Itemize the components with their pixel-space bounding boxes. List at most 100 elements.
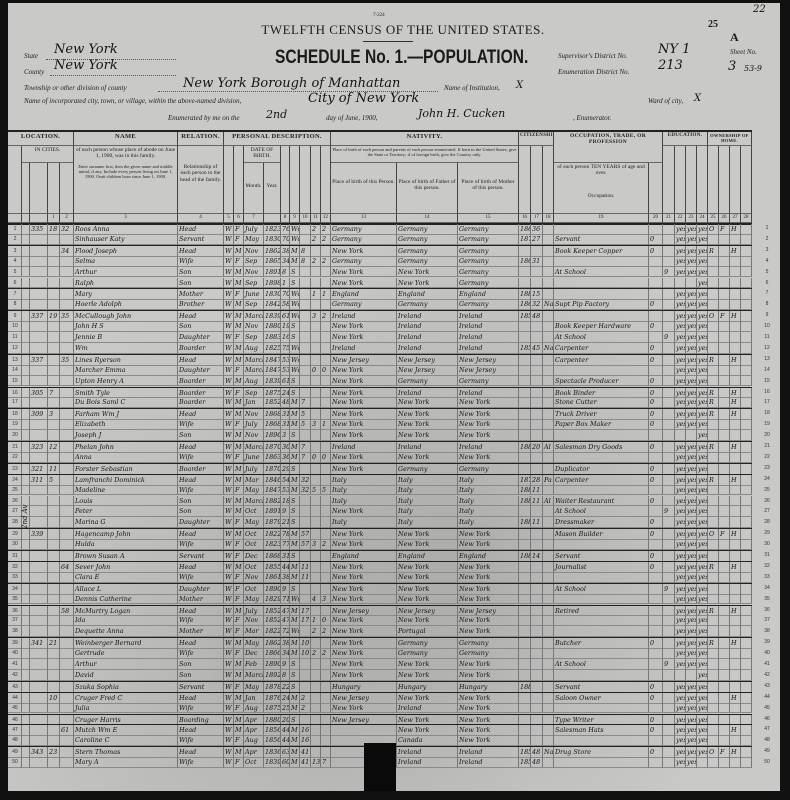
cell: Wd <box>290 593 300 605</box>
cell <box>311 702 321 714</box>
cell: Head <box>178 692 224 704</box>
cell: W <box>224 692 234 704</box>
cell: Weinberger Bernard <box>74 638 178 650</box>
header-in-cities: IN CITIES. <box>22 146 74 163</box>
cell <box>719 495 730 507</box>
cell <box>554 702 649 714</box>
cell: Wife <box>178 539 224 550</box>
cell <box>708 659 719 670</box>
cell <box>708 735 719 747</box>
cell: Ireland <box>397 342 458 354</box>
county-label: County <box>24 68 45 76</box>
cell: M <box>234 409 244 421</box>
cell <box>741 419 752 431</box>
cell: 3 <box>311 419 321 431</box>
cell: Supt Pip Factory <box>554 299 649 311</box>
cell: Retired <box>554 605 649 617</box>
cell <box>22 539 30 550</box>
cell <box>649 648 663 659</box>
cell <box>22 451 30 463</box>
cell <box>519 593 531 605</box>
header-education: EDUCATION. <box>663 132 708 146</box>
cell: 1847 <box>264 364 281 376</box>
line-number: 36 <box>8 605 22 617</box>
cell: M <box>290 484 300 496</box>
cell: Hulda <box>74 539 178 550</box>
cell <box>708 626 719 638</box>
cell <box>60 539 74 550</box>
cell: M <box>234 474 244 486</box>
cell: Mason Builder <box>554 529 649 541</box>
cell: 24 <box>281 387 290 399</box>
cell: 3 <box>321 593 331 605</box>
cell <box>719 583 730 595</box>
cell <box>730 735 741 747</box>
line-number: 15 <box>8 375 22 387</box>
cell: M <box>290 648 300 659</box>
cell: 1852 <box>519 757 531 768</box>
cell <box>543 277 554 289</box>
cell <box>60 266 74 278</box>
table-row: 50 Mary A Wife W F Oct 1839 60 M 41 13 7 Ireland Ire… <box>8 757 752 768</box>
cell: Wife <box>178 648 224 659</box>
cell <box>321 747 331 759</box>
cell: 1852 <box>519 747 531 759</box>
line-number-right: 35 <box>764 595 770 602</box>
cell: 34 <box>60 245 74 257</box>
cell <box>719 484 730 496</box>
cell <box>30 342 48 354</box>
cell: 8 <box>281 266 290 278</box>
cell: 36 <box>281 451 290 463</box>
corner-number: 22 <box>753 4 766 15</box>
institution-value: X <box>516 80 524 91</box>
cell: yes <box>686 702 697 714</box>
cell <box>649 583 663 595</box>
cell: 1852 <box>264 605 281 617</box>
cell: Waiter Restaurant <box>554 495 649 507</box>
cell <box>519 409 531 421</box>
cell <box>649 735 663 747</box>
cell <box>531 593 543 605</box>
cell: W <box>224 484 234 496</box>
cell <box>554 430 649 441</box>
cell: Aug <box>244 342 264 354</box>
cell <box>531 387 543 399</box>
cell <box>48 593 60 605</box>
cell <box>22 419 30 431</box>
table-row: 22 Anna Wife W F June 1863 36 M 7 0 0 New York New Y… <box>8 451 752 463</box>
cell <box>531 692 543 704</box>
cell: F <box>234 364 244 376</box>
cell <box>531 419 543 431</box>
cell <box>730 757 741 768</box>
cell <box>311 442 321 453</box>
cell: 1861 <box>264 571 281 583</box>
cell <box>708 725 719 737</box>
column-number: 12 <box>321 214 331 223</box>
cell: F <box>234 233 244 245</box>
cell: 5 <box>300 419 311 431</box>
cell: 337 <box>30 311 48 323</box>
cell: Portugal <box>397 626 458 638</box>
cell <box>708 255 719 267</box>
column-number: 23 <box>686 214 697 223</box>
cell <box>554 311 649 323</box>
cell: yes <box>675 615 686 627</box>
cell: S <box>290 495 300 507</box>
cell: 1891 <box>264 506 281 518</box>
cell <box>554 626 649 638</box>
cell <box>719 626 730 638</box>
cell <box>311 561 321 573</box>
cell <box>300 626 311 638</box>
cell: yes <box>675 735 686 747</box>
cell: Head <box>178 354 224 366</box>
cell: Germany <box>458 245 519 257</box>
cell: H <box>730 474 741 486</box>
cell: 9 <box>281 506 290 518</box>
cell: 53 <box>281 484 290 496</box>
cell: 0 <box>311 364 321 376</box>
table-row: 45 Julia Wife W F Aug 1875 25 M 2 New York Ireland… <box>8 702 752 714</box>
cell <box>321 409 331 421</box>
cell: Nov <box>244 571 264 583</box>
cell: 309 <box>30 409 48 421</box>
